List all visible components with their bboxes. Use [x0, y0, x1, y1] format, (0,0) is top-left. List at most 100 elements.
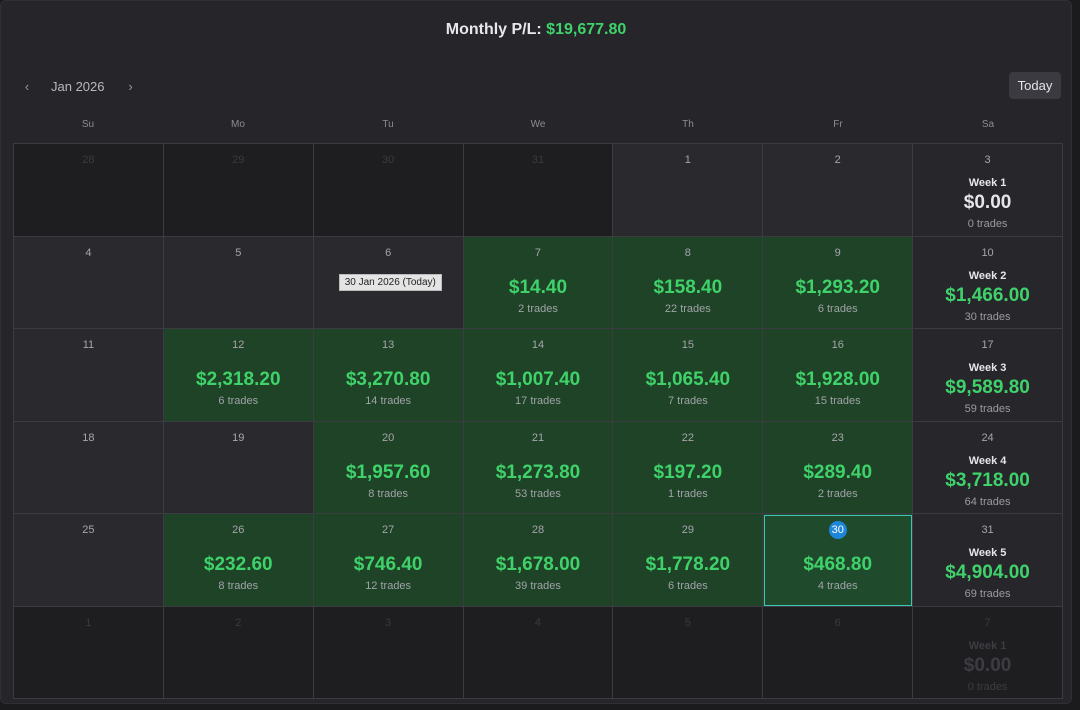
day-number: 8 [684, 246, 691, 259]
day-cell[interactable]: 4 [463, 606, 614, 699]
day-pl-value: $2,318.20 [196, 369, 281, 390]
day-cell[interactable]: 2 [763, 144, 914, 237]
day-trade-count: 14 trades [365, 395, 412, 407]
day-cell[interactable]: 3 [313, 606, 464, 699]
day-cell[interactable]: 12 $2,318.20 6 trades [163, 329, 314, 422]
day-cell[interactable]: 18 [14, 421, 164, 514]
day-cell[interactable]: 4 [14, 236, 164, 329]
day-cell[interactable]: 28 $1,678.00 39 trades [463, 514, 614, 607]
day-cell[interactable]: 28 [14, 144, 164, 237]
day-cell[interactable]: 11 [14, 329, 164, 422]
day-number: 16 [831, 339, 844, 351]
day-trade-count: 8 trades [368, 487, 408, 500]
week-label: Week 2 [968, 269, 1007, 282]
day-pl-value: $289.40 [803, 461, 873, 483]
day-trade-count: 1 trades [667, 487, 708, 500]
month-navigation: ‹ Jan 2026 › [19, 75, 139, 97]
day-trade-count: 4 trades [817, 580, 858, 592]
day-cell[interactable]: 22 $197.20 1 trades [613, 421, 764, 514]
day-number: 2 [235, 616, 242, 629]
day-cell[interactable]: 5 [613, 606, 764, 699]
day-trade-count: 17 trades [515, 395, 561, 407]
day-trade-count: 15 trades [814, 395, 861, 407]
week-label: Week 3 [968, 362, 1007, 374]
day-cell[interactable]: 15 $1,065.40 7 trades [613, 329, 764, 422]
week-summary-cell[interactable]: 17 Week 3 $9,589.80 59 trades [913, 329, 1063, 422]
day-cell[interactable]: 23 $289.40 2 trades [763, 421, 914, 514]
today-badge: 30 [828, 521, 847, 539]
week-summary-cell[interactable]: 24 Week 4 $3,718.00 64 trades [913, 421, 1063, 514]
day-cell[interactable]: 7 $14.40 2 trades [463, 236, 614, 329]
day-cell[interactable]: 25 [14, 514, 164, 607]
day-number: 6 [834, 616, 841, 629]
day-cell[interactable]: 1 [613, 144, 764, 237]
week-trade-count: 64 trades [964, 495, 1011, 508]
week-summary-cell[interactable]: 3 Week 1 $0.00 0 trades [913, 144, 1063, 237]
day-cell[interactable]: 2 [163, 606, 314, 699]
day-number: 15 [681, 339, 694, 351]
day-number: 30 [382, 154, 395, 166]
day-number: 31 [981, 524, 994, 536]
day-trade-count: 6 trades [817, 302, 858, 315]
today-button[interactable]: Today [1009, 72, 1061, 99]
day-cell[interactable]: 16 $1,928.00 15 trades [763, 329, 914, 422]
weekday-header-row: Su Mo Tu We Th Fr Sa [13, 119, 1063, 130]
day-pl-value: $468.80 [803, 554, 873, 575]
next-month-chevron-icon[interactable]: › [128, 78, 133, 94]
day-number: 17 [981, 339, 994, 351]
day-cell[interactable]: 21 $1,273.80 53 trades [463, 421, 614, 514]
week-pl-value: $9,589.80 [945, 377, 1030, 398]
day-cell[interactable]: 29 [163, 144, 314, 237]
day-cell[interactable]: 30 $468.80 4 trades [763, 514, 914, 607]
prev-month-chevron-icon[interactable]: ‹ [24, 78, 30, 94]
week-trade-count: 0 trades [967, 218, 1008, 230]
day-cell[interactable]: 26 $232.60 8 trades [163, 514, 314, 607]
day-cell[interactable]: 27 $746.40 12 trades [313, 514, 464, 607]
monthly-pl-title: Monthly P/L: $19,677.80 [1, 21, 1071, 39]
day-cell[interactable]: 8 $158.40 22 trades [613, 236, 764, 329]
day-number: 18 [82, 431, 95, 444]
weekday-label: Th [682, 119, 694, 130]
week-trade-count: 0 trades [967, 680, 1008, 693]
day-number: 4 [534, 616, 542, 629]
day-cell[interactable]: 6 30 Jan 2026 (Today) [313, 236, 464, 329]
week-summary-cell[interactable]: 10 Week 2 $1,466.00 30 trades [913, 236, 1063, 329]
day-number: 3 [385, 616, 392, 629]
day-pl-value: $1,065.40 [645, 369, 731, 390]
weekday-label: We [530, 119, 546, 130]
day-cell[interactable]: 1 [14, 606, 164, 699]
day-number: 22 [681, 431, 694, 444]
week-pl-value: $1,466.00 [945, 284, 1030, 306]
day-cell[interactable]: 31 [463, 144, 614, 237]
week-summary-cell[interactable]: 31 Week 5 $4,904.00 69 trades [913, 514, 1063, 607]
day-trade-count: 6 trades [218, 395, 259, 407]
week-pl-value: $4,904.00 [945, 562, 1030, 583]
day-number: 31 [531, 154, 545, 166]
weekday-label: Su [81, 119, 95, 130]
week-pl-value: $3,718.00 [945, 469, 1030, 491]
day-number: 7 [534, 246, 542, 259]
day-cell[interactable]: 30 [313, 144, 464, 237]
weekday-label: Fr [833, 119, 843, 130]
day-pl-value: $3,270.80 [345, 369, 431, 390]
day-number: 3 [984, 154, 991, 166]
day-pl-value: $1,273.80 [495, 461, 581, 483]
day-cell[interactable]: 5 [163, 236, 314, 329]
day-number: 23 [831, 431, 844, 444]
week-summary-cell[interactable]: 7 Week 1 $0.00 0 trades [913, 606, 1063, 699]
day-number: 26 [232, 524, 245, 536]
day-cell[interactable]: 13 $3,270.80 14 trades [313, 329, 464, 422]
day-cell[interactable]: 14 $1,007.40 17 trades [463, 329, 614, 422]
day-cell[interactable]: 9 $1,293.20 6 trades [763, 236, 914, 329]
monthly-pl-label: Monthly P/L: [445, 21, 542, 38]
day-number: 28 [531, 524, 545, 536]
day-number: 1 [684, 154, 691, 166]
day-trade-count: 22 trades [664, 302, 711, 315]
day-cell[interactable]: 20 $1,957.60 8 trades [313, 421, 464, 514]
day-number: 21 [531, 431, 545, 444]
day-cell[interactable]: 6 [763, 606, 914, 699]
weekday-label: Sa [981, 119, 995, 130]
day-cell[interactable]: 19 [163, 421, 314, 514]
day-cell[interactable]: 29 $1,778.20 6 trades [613, 514, 764, 607]
day-pl-value: $158.40 [653, 276, 723, 298]
